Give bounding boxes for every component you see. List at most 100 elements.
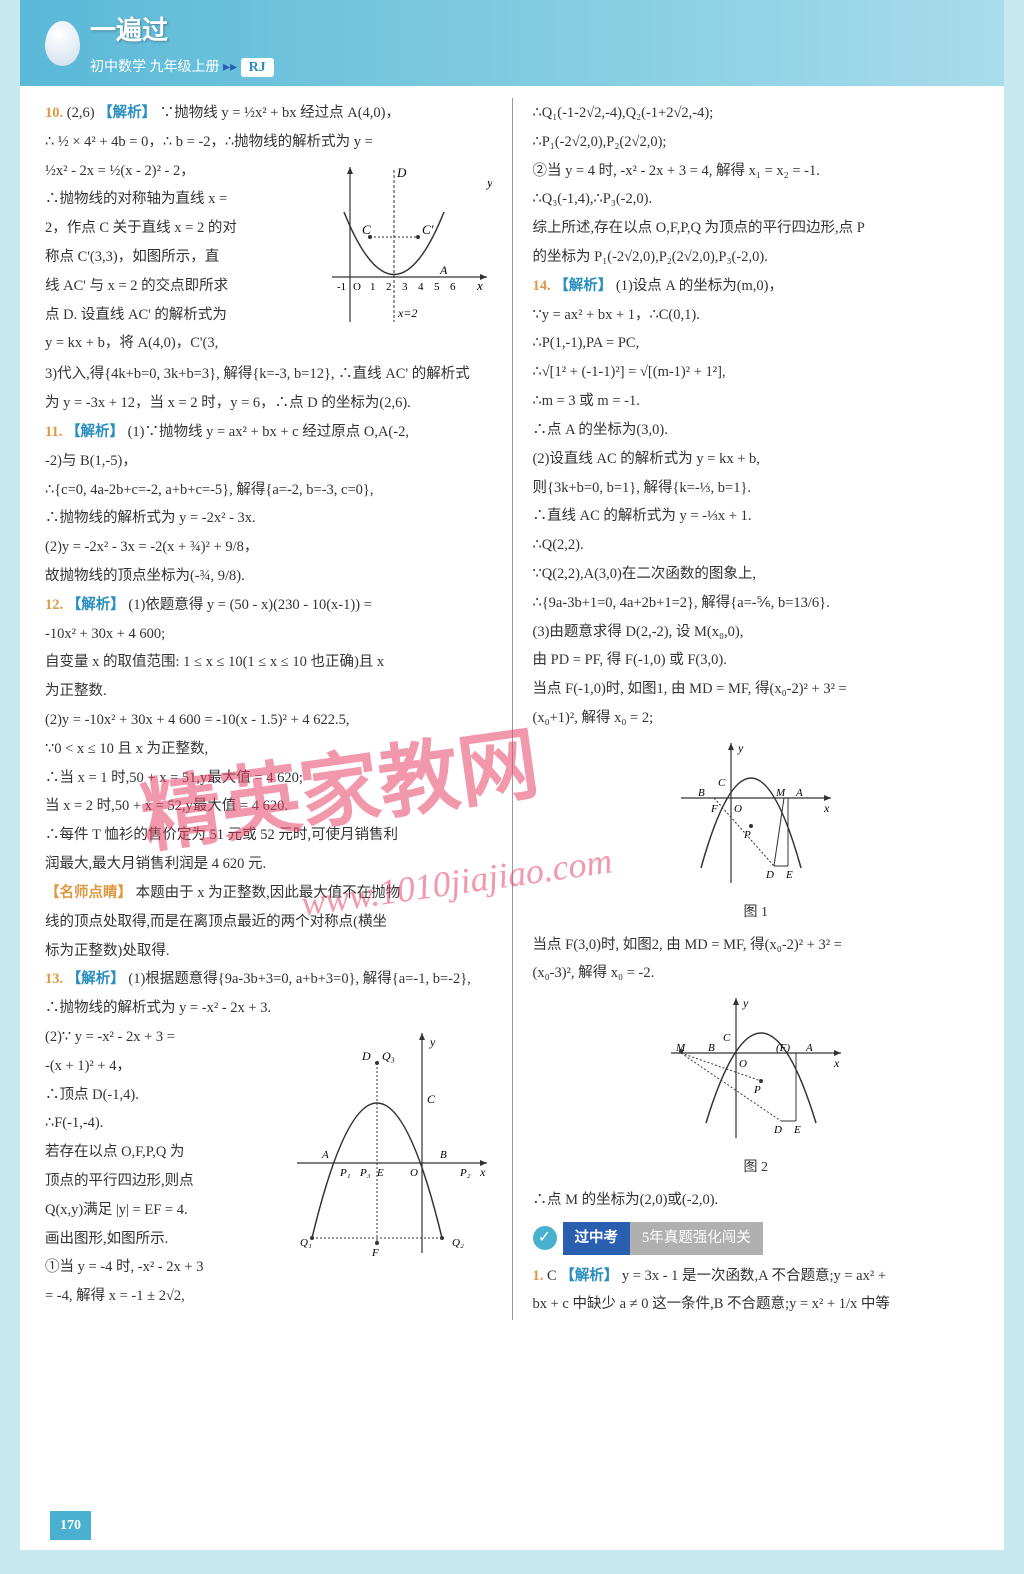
q10-number: 10. xyxy=(45,105,63,121)
column-divider xyxy=(512,98,513,1320)
parabola-graph-3: y C B F O M A x P D E xyxy=(676,738,836,888)
q14-text: 由 PD = PF, 得 F(-1,0) 或 F(3,0). xyxy=(533,647,980,674)
svg-text:P₂: P₂ xyxy=(459,1167,471,1179)
page-number: 170 xyxy=(50,1511,91,1540)
q14-text: (x₀+1)², 解得 x₀ = 2; xyxy=(533,705,980,732)
q12-tip: 【名师点睛】 本题由于 x 为正整数,因此最大值不在抛物 xyxy=(45,880,492,907)
header-subtitle: 初中数学 九年级上册 ▸▸ RJ xyxy=(90,55,274,80)
svg-text:F: F xyxy=(710,803,718,815)
q10-text: y = kx + b，将 A(4,0)，C'(3, xyxy=(45,330,492,357)
svg-text:x=2: x=2 xyxy=(397,306,417,320)
analysis-tag: 【解析】 xyxy=(560,1268,618,1284)
q12-tip-text: 线的顶点处取得,而是在离顶点最近的两个对称点(横坐 xyxy=(45,909,492,936)
q11-text: -2)与 B(1,-5)， xyxy=(45,448,492,475)
q10-text: 3)代入,得{4k+b=0, 3k+b=3}, 解得{k=-3, b=12}, … xyxy=(45,361,492,388)
q14-text: ∴点 A 的坐标为(3,0). xyxy=(533,417,980,444)
q10-text: ∴ ½ × 4² + 4b = 0，∴ b = -2，∴抛物线的解析式为 y = xyxy=(45,129,492,156)
q1-line: 1. C 【解析】 y = 3x - 1 是一次函数,A 不合题意;y = ax… xyxy=(533,1263,980,1290)
page: 一遍过 初中数学 九年级上册 ▸▸ RJ 精英家教网 www.1010jiaji… xyxy=(20,0,1004,1550)
svg-text:P₁: P₁ xyxy=(339,1167,351,1179)
q14-text: ∴点 M 的坐标为(2,0)或(-2,0). xyxy=(533,1187,980,1214)
parabola-graph-2: D Q₃ C y A P₁ P₃ E O B P₂ x Q₁ F Q₂ xyxy=(292,1028,492,1258)
rj-badge: RJ xyxy=(241,58,274,77)
q1-text: bx + c 中缺少 a ≠ 0 这一条件,B 不合题意;y = x² + 1/… xyxy=(533,1291,980,1318)
q14-text: (x₀-3)², 解得 x₀ = -2. xyxy=(533,960,980,987)
q13-line: 13. 【解析】 (1)根据题意得{9a-3b+3=0, a+b+3=0}, 解… xyxy=(45,966,492,993)
svg-text:4: 4 xyxy=(418,281,424,293)
svg-text:O: O xyxy=(410,1167,418,1179)
q12-text: ∵0 < x ≤ 10 且 x 为正整数, xyxy=(45,736,492,763)
q14-text: 当点 F(-1,0)时, 如图1, 由 MD = MF, 得(x₀-2)² + … xyxy=(533,676,980,703)
q12-tip-text: 标为正整数)处取得. xyxy=(45,938,492,965)
svg-text:(F): (F) xyxy=(776,1042,790,1054)
svg-text:P: P xyxy=(753,1084,761,1096)
svg-text:C: C xyxy=(427,1092,436,1106)
svg-text:M: M xyxy=(775,787,786,799)
svg-text:1: 1 xyxy=(370,281,376,293)
svg-text:y: y xyxy=(429,1035,436,1049)
q12-text: ∴每件 T 恤衫的售价定为 51 元或 52 元时,可使月销售利 xyxy=(45,822,492,849)
q14-text: ∴{9a-3b+1=0, 4a+2b+1=2}, 解得{a=-⅚, b=13/6… xyxy=(533,590,980,617)
svg-text:3: 3 xyxy=(402,281,408,293)
r-text: 的坐标为 P₁(-2√2,0),P₂(2√2,0),P₃(-2,0). xyxy=(533,244,980,271)
banner-title-2: 5年真题强化闯关 xyxy=(630,1222,763,1255)
content-columns: 10. (2,6) 【解析】 ∵抛物线 y = ½x² + bx 经过点 A(4… xyxy=(45,98,979,1320)
analysis-tag: 【解析】 xyxy=(67,971,125,987)
svg-text:A: A xyxy=(321,1149,329,1161)
svg-text:D: D xyxy=(396,165,407,180)
q13-graph: D Q₃ C y A P₁ P₃ E O B P₂ x Q₁ F Q₂ xyxy=(292,1028,492,1258)
r-text: ∴Q₃(-1,4),∴P₃(-2,0). xyxy=(533,186,980,213)
svg-text:E: E xyxy=(793,1124,801,1136)
svg-text:C: C xyxy=(362,222,371,237)
svg-text:O: O xyxy=(734,803,742,815)
svg-text:y: y xyxy=(737,741,744,755)
tip-tag: 【名师点睛】 xyxy=(45,885,132,901)
r-text: ②当 y = 4 时, -x² - 2x + 3 = 4, 解得 x₁ = x₂… xyxy=(533,158,980,185)
q14-text: ∵Q(2,2),A(3,0)在二次函数的图象上, xyxy=(533,561,980,588)
svg-text:C': C' xyxy=(422,222,434,237)
banner-title-1: 过中考 xyxy=(563,1222,631,1255)
svg-text:D: D xyxy=(361,1049,371,1063)
analysis-tag: 【解析】 xyxy=(66,424,124,440)
q14-text: (2)设直线 AC 的解析式为 y = kx + b, xyxy=(533,446,980,473)
fig1-caption: 图 1 xyxy=(533,900,980,926)
q12-text: 自变量 x 的取值范围: 1 ≤ x ≤ 10(1 ≤ x ≤ 10 也正确)且… xyxy=(45,649,492,676)
svg-text:B: B xyxy=(698,787,705,799)
q14-text: 则{3k+b=0, b=1}, 解得{k=-⅓, b=1}. xyxy=(533,475,980,502)
q13-text: ∴抛物线的解析式为 y = -x² - 2x + 3. xyxy=(45,995,492,1022)
header-title: 一遍过 xyxy=(90,8,274,55)
analysis-tag: 【解析】 xyxy=(67,597,125,613)
parabola-graph-1: D y C C' A -1 O 1 2 3 4 5 6 x xyxy=(322,162,492,327)
q12-text: 当 x = 2 时,50 + x = 52,y最大值 = 4 620. xyxy=(45,793,492,820)
q14-text: ∴直线 AC 的解析式为 y = -⅓x + 1. xyxy=(533,503,980,530)
parabola-graph-4: y C B O (F) A M x P D E xyxy=(666,993,846,1143)
svg-text:x: x xyxy=(833,1056,840,1070)
q11-text: ∴抛物线的解析式为 y = -2x² - 3x. xyxy=(45,505,492,532)
balloon-icon xyxy=(45,21,80,66)
q10-line: 10. (2,6) 【解析】 ∵抛物线 y = ½x² + bx 经过点 A(4… xyxy=(45,100,492,127)
svg-text:A: A xyxy=(805,1042,813,1054)
svg-text:y: y xyxy=(485,175,492,190)
header-text: 一遍过 初中数学 九年级上册 ▸▸ RJ xyxy=(90,8,274,80)
q10-text: 为 y = -3x + 12，当 x = 2 时，y = 6，∴点 D 的坐标为… xyxy=(45,390,492,417)
q1-number: 1. xyxy=(533,1268,544,1284)
check-icon: ✓ xyxy=(533,1226,557,1250)
q14-number: 14. xyxy=(533,278,551,294)
svg-text:E: E xyxy=(785,869,793,881)
q11-text: ∴{c=0, 4a-2b+c=-2, a+b+c=-5}, 解得{a=-2, b… xyxy=(45,477,492,504)
q14-text: 当点 F(3,0)时, 如图2, 由 MD = MF, 得(x₀-2)² + 3… xyxy=(533,932,980,959)
q11-number: 11. xyxy=(45,424,62,440)
svg-text:D: D xyxy=(765,869,774,881)
svg-text:B: B xyxy=(440,1149,447,1161)
section-banner: ✓ 过中考 5年真题强化闯关 xyxy=(533,1222,980,1255)
svg-text:6: 6 xyxy=(450,281,456,293)
svg-text:E: E xyxy=(376,1167,384,1179)
svg-text:A: A xyxy=(795,787,803,799)
svg-text:Q₁: Q₁ xyxy=(300,1237,312,1249)
q14-line: 14. 【解析】 (1)设点 A 的坐标为(m,0)， xyxy=(533,273,980,300)
q10-graph: D y C C' A -1 O 1 2 3 4 5 6 x xyxy=(322,162,492,327)
svg-text:Q₃: Q₃ xyxy=(382,1049,395,1063)
r-text: ∴Q₁(-1-2√2,-4),Q₂(-1+2√2,-4); xyxy=(533,100,980,127)
q14-text: (3)由题意求得 D(2,-2), 设 M(x₀,0), xyxy=(533,619,980,646)
svg-text:A: A xyxy=(439,263,448,277)
